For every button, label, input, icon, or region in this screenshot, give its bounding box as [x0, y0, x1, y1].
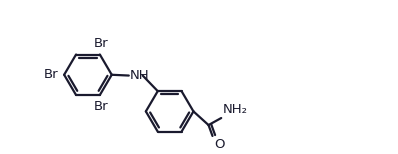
Text: Br: Br — [43, 68, 58, 81]
Text: Br: Br — [94, 37, 108, 50]
Text: NH: NH — [130, 69, 149, 82]
Text: Br: Br — [94, 100, 108, 113]
Text: NH₂: NH₂ — [223, 103, 248, 116]
Text: O: O — [214, 138, 224, 150]
